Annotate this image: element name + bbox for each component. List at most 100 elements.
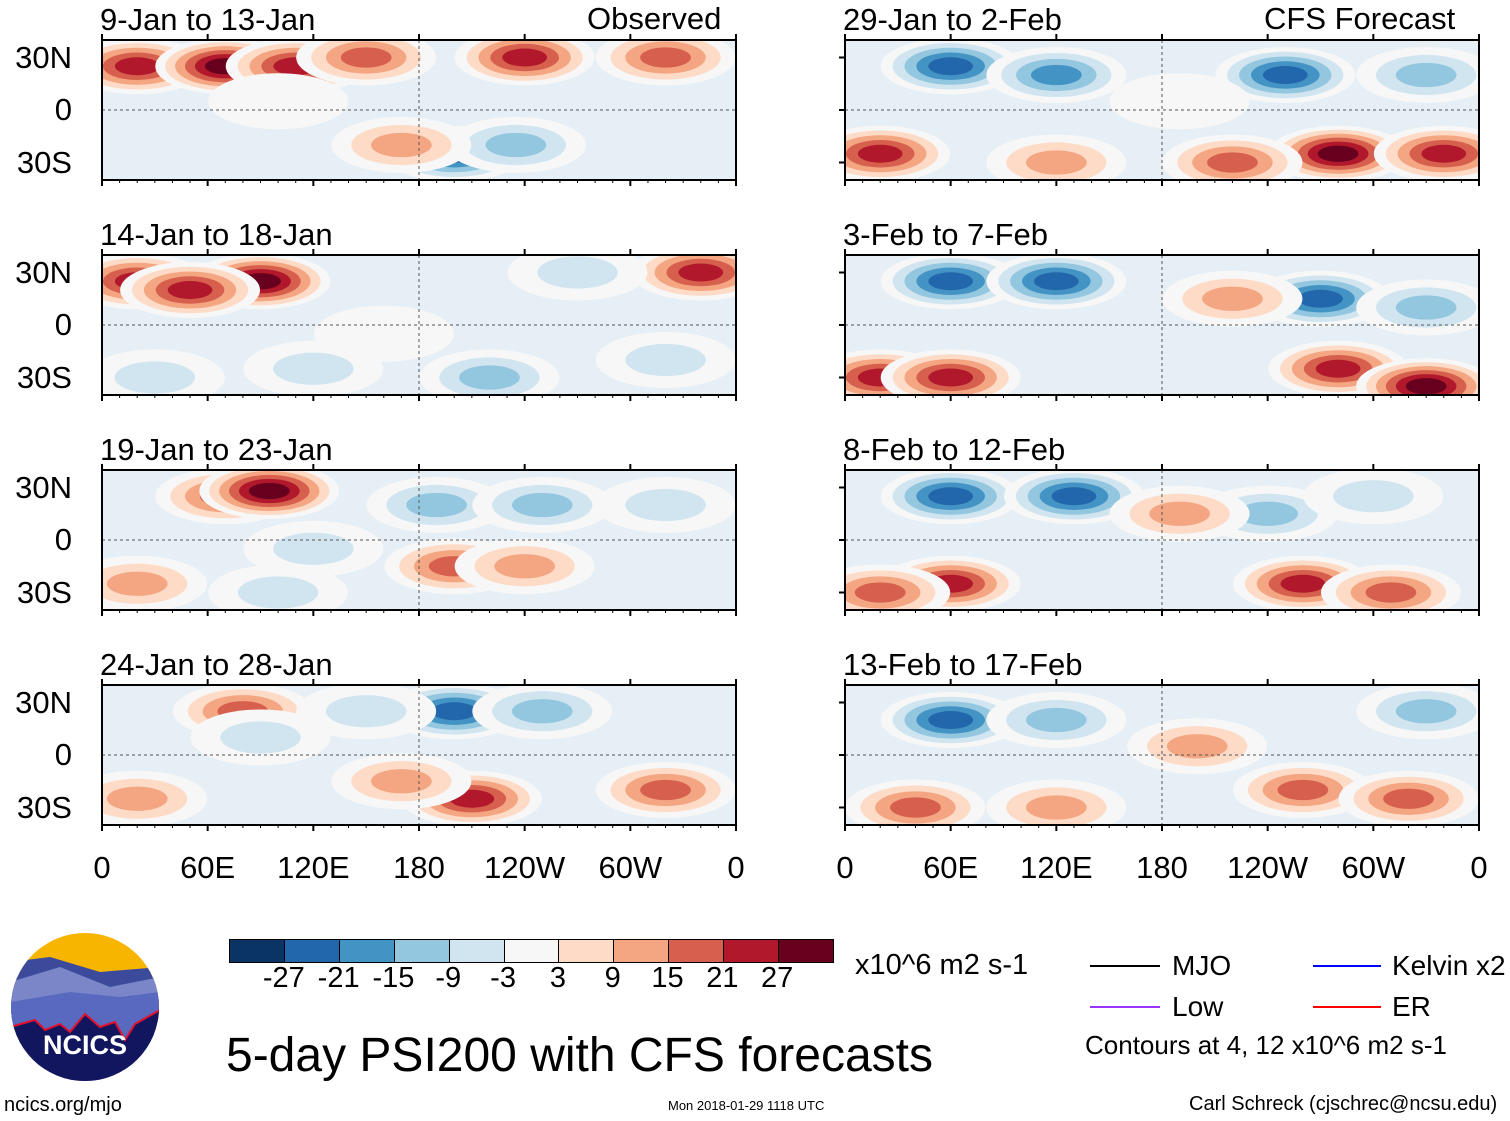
colorbar-swatch [394,940,450,962]
lon-label: 120E [1020,850,1093,885]
anomaly-contour-fill [1421,144,1467,163]
anomaly-contour-fill [928,57,974,76]
anomaly-contour-fill [273,352,354,385]
anomaly-contour-fill [106,786,168,811]
panel-title: 8-Feb to 12-Feb [843,432,1066,467]
anomaly-contour-fill [431,702,477,721]
colorbar-swatch [669,940,725,962]
anomaly-contour-fill [1026,150,1087,175]
anomaly-contour-fill [1317,145,1359,162]
panel-title: 13-Feb to 17-Feb [843,647,1083,682]
lat-label: 0 [54,522,72,557]
anomaly-contour-fill [625,488,706,522]
anomaly-contour-fill [1051,487,1097,506]
lat-label: 30N [15,254,72,290]
panel-title: 14-Jan to 18-Jan [100,217,333,252]
map-panel [839,679,1480,831]
anomaly-contour-fill [1109,73,1250,130]
anomaly-contour-fill [625,343,706,377]
map-panel [101,679,737,831]
map-panel [101,249,737,401]
map-panel [839,464,1480,616]
colorbar-swatch [230,940,285,962]
lon-label: 180 [393,850,445,885]
anomaly-contour-fill [1405,378,1447,395]
legend-er-line [1313,1006,1381,1008]
anomaly-contour-fill [1395,699,1457,724]
colorbar-tick-label: -15 [372,962,415,994]
ncics-logo: NCICS [10,932,160,1082]
anomaly-contour-fill [106,571,168,596]
legend-mjo-label: MJO [1172,950,1232,981]
anomaly-contour-fill [459,365,520,390]
colorbar-swatch [449,940,505,962]
colorbar-swatch [559,940,615,962]
legend-low-line [1090,1006,1160,1008]
observed-header: Observed [587,1,722,36]
anomaly-contour-fill [854,582,906,603]
anomaly-contour-fill [857,144,903,163]
lon-label: 120W [1227,850,1309,885]
anomaly-contour-fill [928,711,974,729]
colorbar-tick-label: 3 [549,962,566,994]
anomaly-contour-fill [890,797,941,818]
lon-label: 120W [484,850,566,885]
lat-label: 30S [16,789,72,825]
legend-er-label: ER [1392,991,1431,1022]
anomaly-contour-fill [1026,707,1087,733]
lat-label: 0 [54,737,72,772]
anomaly-contour-fill [1166,734,1228,759]
footer-author: Carl Schreck (cjschrec@ncsu.edu) [1189,1093,1498,1115]
anomaly-contour-fill [1333,480,1414,513]
lat-label: 30N [15,684,72,720]
anomaly-contour-fill [1315,359,1361,378]
anomaly-contour-fill [928,487,974,506]
anomaly-contour-fill [237,576,319,609]
legend-kelvin-line [1313,965,1381,967]
lon-label: 180 [1136,850,1188,885]
anomaly-contour-fill [678,263,724,282]
anomaly-contour-fill [640,779,691,801]
anomaly-contour-fill [371,132,432,158]
lon-label: 60E [923,850,979,885]
colorbar-tick-label: -3 [490,962,516,994]
anomaly-contour-fill [167,281,213,299]
anomaly-contour-fill [114,361,196,394]
colorbar-tick-label: 15 [651,962,684,994]
map-panel [839,249,1480,401]
anomaly-contour-fill [494,554,555,579]
lon-label: 60W [1341,850,1406,885]
anomaly-contour-fill [1149,501,1210,526]
anomaly-contour-fill [1395,62,1457,88]
anomaly-contour-fill [273,532,354,565]
colorbar-swatch [614,940,670,962]
colorbar-units: x10^6 m2 s-1 [855,949,1029,981]
anomaly-contour-fill [1033,272,1079,291]
anomaly-contour-fill [1262,66,1308,84]
anomaly-contour-fill [640,47,691,68]
anomaly-contour-fill [406,492,467,518]
lon-label: 60E [180,850,236,885]
footer-timestamp: Mon 2018-01-29 1118 UTC [668,1098,825,1113]
anomaly-contour-fill [248,482,290,500]
anomaly-contour-fill [220,721,301,754]
lon-label: 120E [277,850,350,885]
map-panel [101,464,737,616]
panel-title: 29-Jan to 2-Feb [843,2,1062,37]
lon-label: 0 [836,850,854,885]
lat-label: 30S [16,359,72,395]
anomaly-contour-fill [340,47,392,68]
panel-title: 3-Feb to 7-Feb [843,217,1049,252]
anomaly-contour-fill [1277,779,1329,801]
anomaly-contour-fill [208,73,349,130]
anomaly-contour-fill [1207,152,1258,173]
lat-label: 0 [54,92,72,127]
anomaly-contour-fill [1383,788,1434,809]
lat-label: 30S [16,144,72,180]
anomaly-contour-fill [114,57,160,76]
lat-label: 30N [15,469,72,505]
colorbar-tick-label: -9 [435,962,462,994]
lat-label: 0 [54,307,72,342]
footer-url[interactable]: ncics.org/mjo [4,1094,122,1116]
lon-label: 0 [93,850,111,885]
